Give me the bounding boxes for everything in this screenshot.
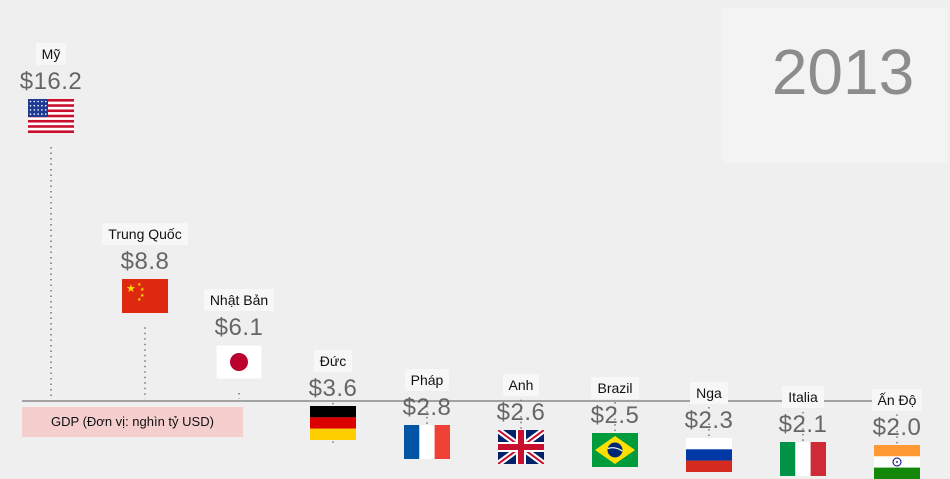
germany-flag-icon [310, 405, 356, 440]
brazil-flag-icon [592, 432, 638, 467]
year-panel [722, 8, 948, 163]
country-name: Đức [313, 349, 353, 372]
country-trung-quoc: Trung Quốc $8.8 ★ ★ ★ ★ ★ [85, 223, 205, 314]
legend-label: GDP (Đơn vị: nghìn tỷ USD) [22, 407, 243, 437]
value-label: $2.5 [590, 401, 640, 429]
country-nga: Nga $2.3 [649, 381, 769, 472]
country-an-do: Ấn Độ $2.0 [837, 388, 950, 479]
usa-flag-icon [28, 99, 74, 133]
value-label: $8.8 [120, 248, 170, 276]
country-name: Brazil [591, 376, 639, 399]
italy-flag-icon [780, 442, 826, 477]
country-my: Mỹ $16.2 [0, 43, 111, 133]
china-flag-icon: ★ ★★★★ [122, 279, 168, 314]
value-label: $16.2 [19, 68, 83, 95]
country-duc: Đức $3.6 [273, 349, 393, 440]
value-label: $2.8 [402, 394, 452, 422]
svg-text:★: ★ [140, 293, 145, 299]
svg-text:★: ★ [126, 282, 136, 295]
country-name: Nga [690, 381, 728, 404]
country-name: Italia [782, 386, 824, 409]
country-name: Anh [502, 374, 540, 397]
country-name: Nhật Bản [203, 288, 275, 311]
value-label: $2.1 [778, 411, 828, 439]
svg-text:★: ★ [137, 297, 142, 303]
svg-text:★: ★ [137, 282, 142, 288]
country-nhat-ban: Nhật Bản $6.1 [179, 288, 299, 379]
value-label: $2.6 [496, 399, 546, 427]
country-name: Ấn Độ [871, 388, 923, 411]
value-label: $2.3 [684, 406, 734, 434]
india-flag-icon [874, 444, 920, 479]
russia-flag-icon [686, 437, 732, 472]
japan-flag-icon [216, 344, 262, 379]
value-label: $3.6 [308, 374, 358, 402]
uk-flag-icon [498, 430, 544, 465]
country-name: Trung Quốc [102, 223, 188, 246]
year-label: 2013 [771, 36, 915, 108]
country-name: Pháp [404, 369, 450, 392]
svg-text:★: ★ [140, 287, 145, 293]
value-label: $2.0 [872, 413, 922, 441]
value-label: $6.1 [214, 313, 264, 341]
country-name: Mỹ [35, 43, 67, 65]
france-flag-icon [404, 425, 450, 460]
